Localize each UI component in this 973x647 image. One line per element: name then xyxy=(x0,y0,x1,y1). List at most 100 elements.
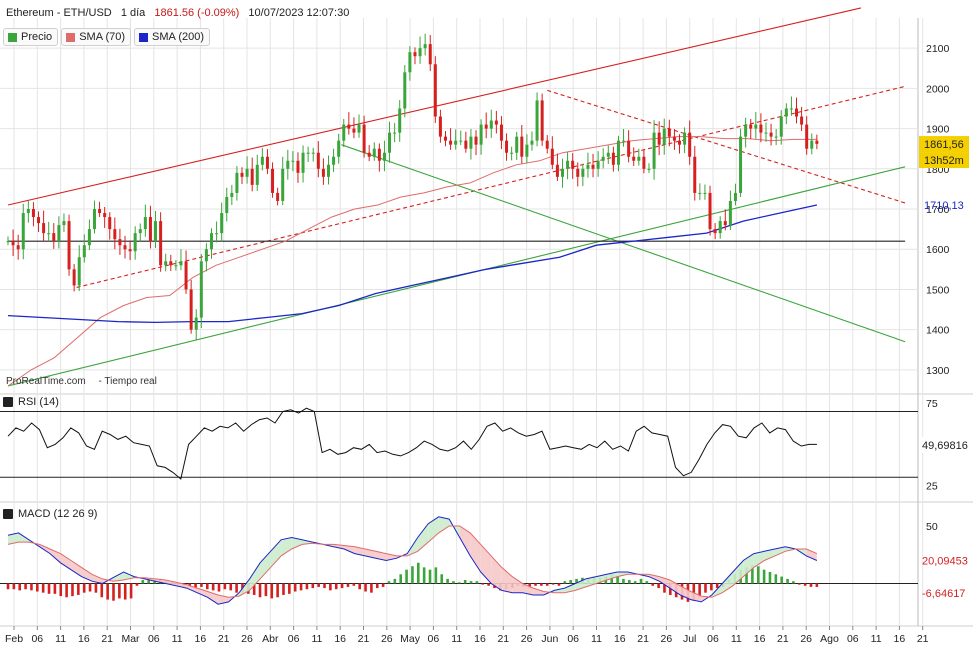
price-candle xyxy=(601,148,605,169)
macd-signal-fill xyxy=(260,551,271,579)
price-candle xyxy=(779,110,783,145)
macd-signal-fill xyxy=(354,546,366,556)
macd-histogram-bar xyxy=(416,562,420,584)
macd-signal-fill xyxy=(732,560,744,586)
candle-body xyxy=(474,136,478,145)
price-candle xyxy=(464,131,468,153)
price-candle xyxy=(296,152,300,183)
candle-body xyxy=(271,168,275,193)
instrument-name: Ethereum - ETH/USD xyxy=(6,7,112,19)
candle-body xyxy=(723,221,727,226)
price-candle xyxy=(789,96,793,116)
price-candle xyxy=(611,146,615,172)
candle-body xyxy=(499,124,503,141)
macd-histogram-bar xyxy=(358,583,361,590)
price-candle xyxy=(209,228,213,259)
x-tick-label: 11 xyxy=(311,633,322,645)
candle-body xyxy=(382,152,386,161)
macd-signal-fill xyxy=(753,551,765,568)
price-candle xyxy=(703,184,707,200)
macd-signal-fill xyxy=(375,551,387,561)
candle-body xyxy=(784,108,788,117)
macd-signal-line xyxy=(7,525,818,598)
price-tick-label: 1600 xyxy=(926,244,950,256)
macd-histogram-bar xyxy=(715,583,719,589)
macd-histogram-bar xyxy=(692,583,696,601)
price-candle xyxy=(733,183,737,206)
legend-label: Precio xyxy=(21,31,53,43)
price-candle xyxy=(749,118,753,140)
candle-body xyxy=(403,72,407,109)
x-tick-label: 21 xyxy=(358,633,370,645)
price-candle xyxy=(759,113,763,143)
macd-signal-fill xyxy=(522,583,534,595)
candle-body xyxy=(255,164,259,185)
macd-histogram-bar xyxy=(475,581,479,584)
price-candle xyxy=(37,211,41,232)
datetime: 10/07/2023 12:07:30 xyxy=(248,7,350,19)
candle-body xyxy=(713,229,717,234)
candle-body xyxy=(42,223,46,234)
macd-signal-fill xyxy=(8,532,19,545)
candle-body xyxy=(321,168,325,177)
price-candle xyxy=(428,34,432,72)
macd-histogram-bar xyxy=(797,583,801,585)
macd-histogram-bar xyxy=(663,583,666,593)
candle-body xyxy=(225,196,229,214)
candle-body xyxy=(601,156,605,161)
price-candle xyxy=(805,116,809,155)
rsi-tick-label: 75 xyxy=(926,398,938,410)
legend-item-sma70[interactable]: SMA (70) xyxy=(61,28,132,46)
candle-body xyxy=(11,241,15,246)
candle-body xyxy=(540,100,544,141)
legend-item-price[interactable]: Precio xyxy=(3,28,59,46)
candle-body xyxy=(215,233,219,235)
x-tick-label: 11 xyxy=(55,633,66,645)
price-candle xyxy=(225,187,229,222)
interval-label[interactable]: 1 día xyxy=(120,7,146,19)
price-candle xyxy=(408,46,412,81)
candle-body xyxy=(449,140,453,145)
price-candle xyxy=(728,190,732,230)
macd-histogram-bar xyxy=(411,566,414,584)
x-tick-label: 11 xyxy=(451,633,462,645)
price-candle xyxy=(698,183,702,201)
x-tick-label: 21 xyxy=(218,633,230,645)
candle-body xyxy=(133,233,137,252)
macd-signal-fill xyxy=(438,516,450,533)
candle-body xyxy=(494,120,498,125)
candle-body xyxy=(718,221,722,234)
candle-body xyxy=(698,192,702,194)
x-tick-label: 26 xyxy=(521,633,533,645)
macd-panel-label[interactable]: MACD (12 26 9) xyxy=(3,508,97,520)
price-candle xyxy=(555,153,559,181)
x-tick-label: 26 xyxy=(381,633,393,645)
candle-body xyxy=(332,156,336,165)
price-candle xyxy=(92,200,96,234)
macd-signal-fill xyxy=(50,548,61,563)
candle-body xyxy=(418,48,422,57)
candle-body xyxy=(616,140,620,165)
candle-body xyxy=(652,132,656,169)
macd-histogram-bar xyxy=(557,583,561,586)
price-candle xyxy=(189,279,193,334)
macd-histogram-bar xyxy=(258,583,262,598)
x-tick-label: Jul xyxy=(683,633,696,645)
candle-body xyxy=(159,221,163,266)
candle-body xyxy=(443,136,447,141)
candle-body xyxy=(245,168,249,177)
macd-histogram-bar xyxy=(47,583,51,594)
macd-signal-fill xyxy=(165,580,177,586)
price-candle xyxy=(678,134,682,154)
price-candle xyxy=(148,205,152,249)
rsi-value-tag xyxy=(919,436,973,453)
macd-histogram-bar xyxy=(780,576,783,584)
macd-histogram-bar xyxy=(282,583,285,595)
price-candle xyxy=(240,167,244,185)
rsi-panel-label[interactable]: RSI (14) xyxy=(3,396,59,408)
legend-item-sma200[interactable]: SMA (200) xyxy=(134,28,211,46)
macd-histogram-bar xyxy=(329,583,332,591)
price-candle xyxy=(337,133,341,164)
price-tick-label: 2000 xyxy=(926,83,950,95)
